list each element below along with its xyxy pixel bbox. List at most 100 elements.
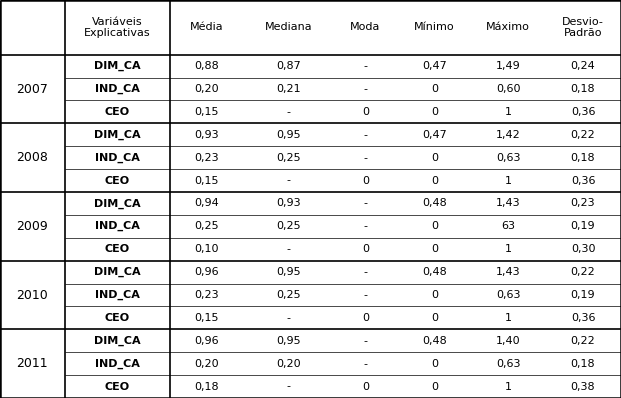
Text: 0,96: 0,96 [194, 267, 219, 277]
Text: Mediana: Mediana [265, 22, 312, 32]
Text: 0,20: 0,20 [194, 359, 219, 369]
Text: 2011: 2011 [17, 357, 48, 370]
Text: 0,93: 0,93 [276, 199, 301, 209]
Text: 0,95: 0,95 [276, 267, 301, 277]
Text: 1,49: 1,49 [496, 61, 520, 71]
Text: 2009: 2009 [17, 220, 48, 233]
Text: 1: 1 [505, 244, 512, 254]
Text: 0,18: 0,18 [194, 382, 219, 392]
Text: 1,42: 1,42 [496, 130, 520, 140]
Text: -: - [286, 244, 291, 254]
Text: 0,94: 0,94 [194, 199, 219, 209]
Text: 0,24: 0,24 [571, 61, 596, 71]
Text: 1: 1 [505, 382, 512, 392]
Text: -: - [363, 84, 368, 94]
Text: CEO: CEO [105, 176, 130, 185]
Text: 1,43: 1,43 [496, 199, 520, 209]
Text: 0,18: 0,18 [571, 359, 596, 369]
Text: 0,22: 0,22 [571, 130, 596, 140]
Text: IND_CA: IND_CA [95, 290, 140, 300]
Text: -: - [286, 313, 291, 323]
Text: 0: 0 [431, 359, 438, 369]
Text: 0,18: 0,18 [571, 84, 596, 94]
Text: 2010: 2010 [17, 289, 48, 302]
Text: Variáveis
Explicativas: Variáveis Explicativas [84, 17, 151, 38]
Text: 0: 0 [431, 290, 438, 300]
Text: 0: 0 [431, 153, 438, 163]
Text: -: - [363, 153, 368, 163]
Text: 0,22: 0,22 [571, 267, 596, 277]
Text: 0: 0 [431, 244, 438, 254]
Text: 0: 0 [362, 107, 369, 117]
Text: 0,19: 0,19 [571, 221, 596, 231]
Text: 0,63: 0,63 [496, 153, 520, 163]
Text: 0,22: 0,22 [571, 336, 596, 346]
Text: 0,25: 0,25 [276, 153, 301, 163]
Text: 0: 0 [362, 313, 369, 323]
Text: 0,15: 0,15 [194, 313, 219, 323]
Text: 0,18: 0,18 [571, 153, 596, 163]
Text: 1,43: 1,43 [496, 267, 520, 277]
Text: 0,88: 0,88 [194, 61, 219, 71]
Text: 1: 1 [505, 107, 512, 117]
Text: 0,47: 0,47 [422, 61, 446, 71]
Text: CEO: CEO [105, 244, 130, 254]
Text: 0,96: 0,96 [194, 336, 219, 346]
Text: 0,60: 0,60 [496, 84, 520, 94]
Text: 0,20: 0,20 [194, 84, 219, 94]
Text: 0,23: 0,23 [571, 199, 596, 209]
Text: 0,48: 0,48 [422, 199, 446, 209]
Text: DIM_CA: DIM_CA [94, 267, 140, 277]
Text: DIM_CA: DIM_CA [94, 130, 140, 140]
Text: 0,36: 0,36 [571, 176, 596, 185]
Text: 0,25: 0,25 [194, 221, 219, 231]
Text: 0,38: 0,38 [571, 382, 596, 392]
Text: -: - [363, 199, 368, 209]
Text: 0,95: 0,95 [276, 336, 301, 346]
Text: 0,93: 0,93 [194, 130, 219, 140]
Text: 1,40: 1,40 [496, 336, 520, 346]
Text: -: - [286, 176, 291, 185]
Text: 2007: 2007 [17, 82, 48, 96]
Text: 0: 0 [362, 244, 369, 254]
Text: -: - [286, 107, 291, 117]
Text: -: - [363, 359, 368, 369]
Text: 0,36: 0,36 [571, 313, 596, 323]
Text: IND_CA: IND_CA [95, 152, 140, 163]
Text: 1: 1 [505, 176, 512, 185]
Text: 2008: 2008 [17, 151, 48, 164]
Text: -: - [363, 267, 368, 277]
Text: 0: 0 [431, 107, 438, 117]
Text: 0,47: 0,47 [422, 130, 446, 140]
Text: DIM_CA: DIM_CA [94, 198, 140, 209]
Text: 0,95: 0,95 [276, 130, 301, 140]
Text: 0: 0 [362, 382, 369, 392]
Text: 0: 0 [431, 84, 438, 94]
Text: Mínimo: Mínimo [414, 22, 455, 32]
Text: IND_CA: IND_CA [95, 221, 140, 232]
Text: 0: 0 [431, 382, 438, 392]
Text: Desvio-
Padrão: Desvio- Padrão [562, 17, 604, 38]
Text: Moda: Moda [350, 22, 381, 32]
Text: CEO: CEO [105, 313, 130, 323]
Text: 1: 1 [505, 313, 512, 323]
Text: 0,25: 0,25 [276, 290, 301, 300]
Text: 0,30: 0,30 [571, 244, 596, 254]
Text: -: - [363, 290, 368, 300]
Text: CEO: CEO [105, 382, 130, 392]
Text: 0: 0 [431, 313, 438, 323]
Text: 0,15: 0,15 [194, 176, 219, 185]
Text: 0,20: 0,20 [276, 359, 301, 369]
Text: DIM_CA: DIM_CA [94, 336, 140, 346]
Text: 0,23: 0,23 [194, 290, 219, 300]
Text: 63: 63 [501, 221, 515, 231]
Text: 0,10: 0,10 [194, 244, 219, 254]
Text: 0: 0 [362, 176, 369, 185]
Text: 0,87: 0,87 [276, 61, 301, 71]
Text: 0,48: 0,48 [422, 336, 446, 346]
Text: -: - [363, 130, 368, 140]
Text: -: - [286, 382, 291, 392]
Text: 0,23: 0,23 [194, 153, 219, 163]
Text: 0,15: 0,15 [194, 107, 219, 117]
Text: CEO: CEO [105, 107, 130, 117]
